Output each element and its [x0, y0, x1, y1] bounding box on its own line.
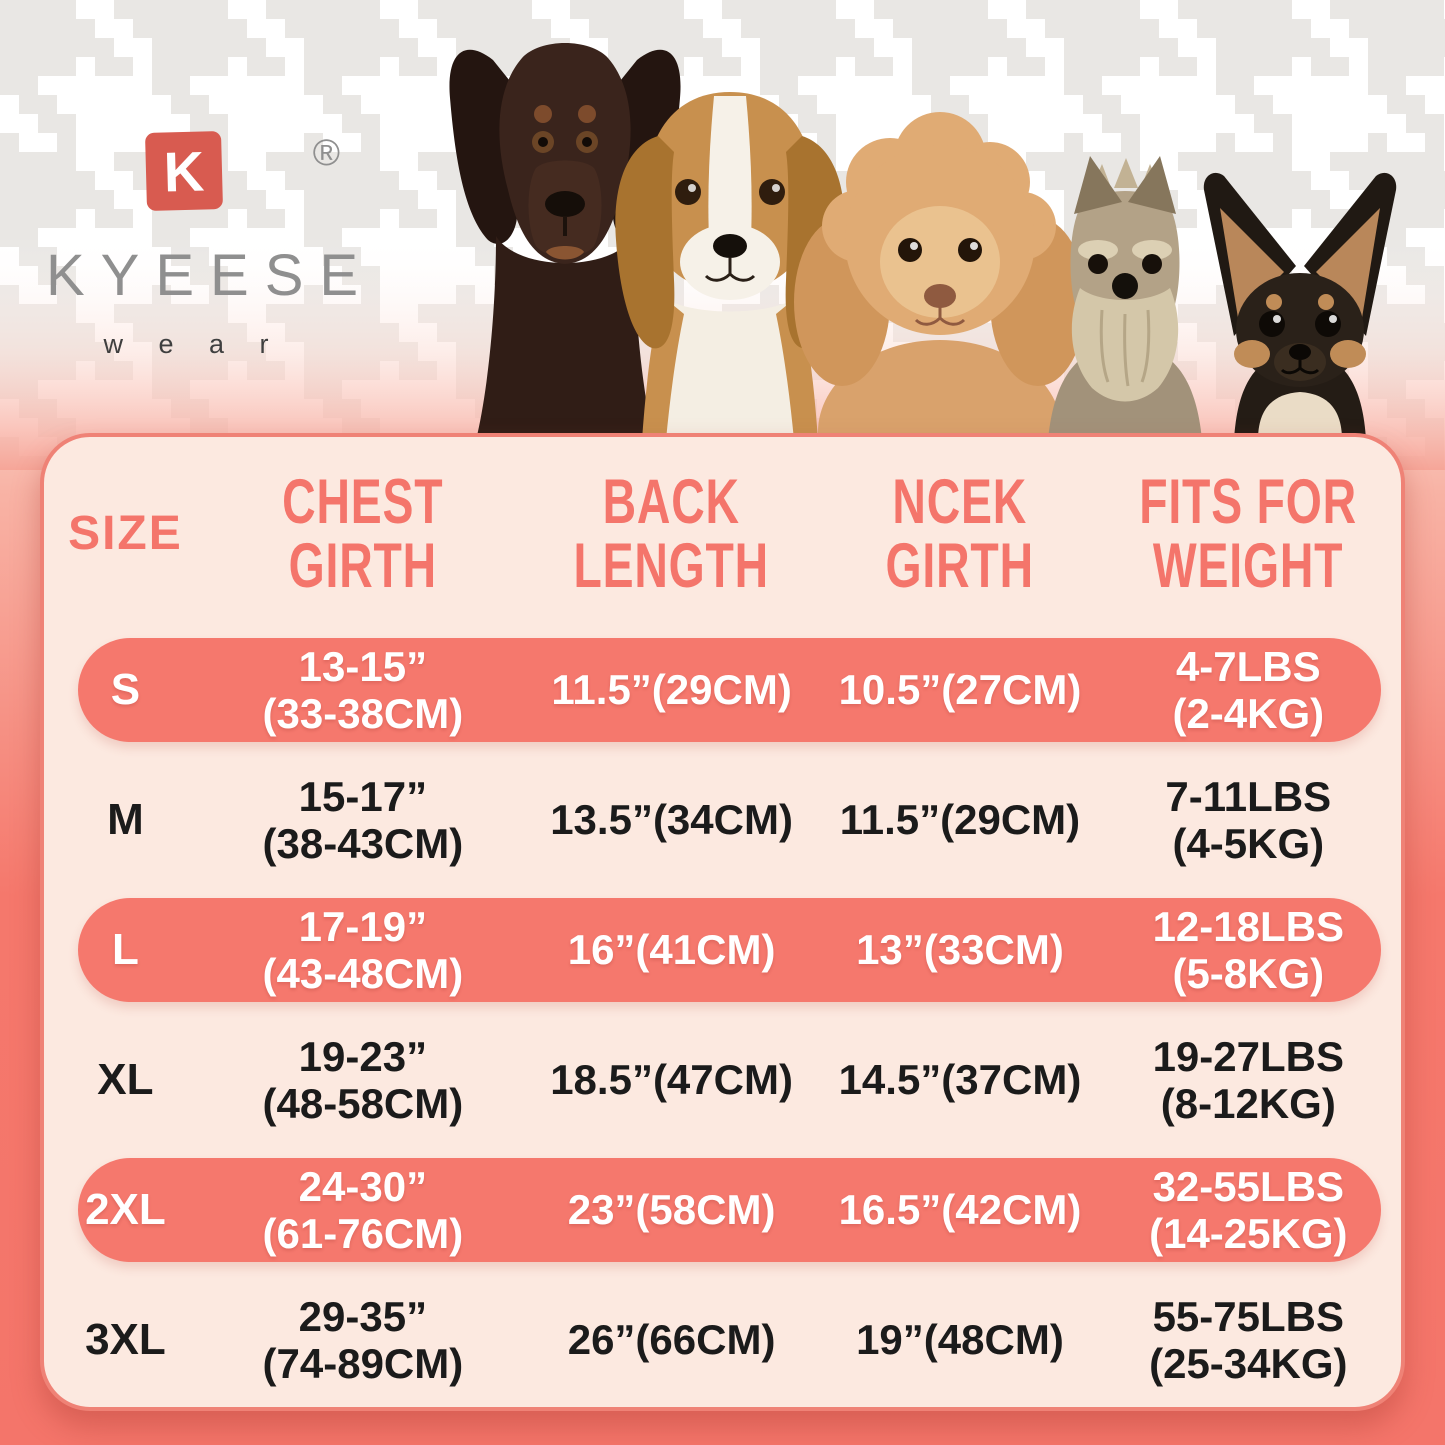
cell-chest-girth: 24-30” (61-76CM)	[262, 1162, 464, 1257]
cell-fits-for-weight: 12-18LBS (5-8KG)	[1152, 902, 1344, 997]
cell-chest-girth: 29-35” (74-89CM)	[262, 1292, 464, 1387]
size-chart-header-row: SIZE CHEST GIRTH BACK LENGTH NCEK GIRTH …	[44, 443, 1401, 625]
cell-fits-for-weight: 55-75LBS (25-34KG)	[1149, 1292, 1348, 1387]
column-header-size: SIZE	[68, 506, 183, 560]
cell-chest-girth: 17-19” (43-48CM)	[262, 902, 464, 997]
column-header-chest-girth: CHEST GIRTH	[282, 466, 444, 601]
size-row-2xl: 2XL 24-30” (61-76CM) 23”(58CM) 16.5”(42C…	[44, 1145, 1401, 1275]
cell-fits-for-weight: 4-7LBS (2-4KG)	[1172, 642, 1325, 737]
column-header-back-length: BACK LENGTH	[573, 466, 770, 601]
cell-fits-for-weight: 7-11LBS (4-5KG)	[1165, 772, 1332, 867]
cell-size: M	[107, 795, 144, 845]
size-row-m: M 15-17” (38-43CM) 13.5”(34CM) 11.5”(29C…	[44, 755, 1401, 885]
cell-size: L	[111, 925, 139, 975]
cell-back-length: 11.5”(29CM)	[551, 666, 792, 714]
size-chart-card: SIZE CHEST GIRTH BACK LENGTH NCEK GIRTH …	[40, 433, 1405, 1411]
brand-name: KYEESE	[46, 243, 375, 308]
brand-tagline: w e a r	[103, 329, 283, 359]
cell-neck-girth: 14.5”(37CM)	[838, 1056, 1082, 1104]
cell-size: S	[110, 665, 141, 715]
cell-back-length: 23”(58CM)	[567, 1186, 776, 1234]
dog-poodle-illustration	[794, 112, 1086, 440]
cell-back-length: 16”(41CM)	[567, 926, 776, 974]
cell-size: XL	[97, 1055, 154, 1105]
size-row-l: L 17-19” (43-48CM) 16”(41CM) 13”(33CM) 1…	[44, 885, 1401, 1015]
brand-logo-mark: K	[144, 131, 224, 211]
cell-back-length: 26”(66CM)	[567, 1316, 776, 1364]
dog-doberman-illustration	[449, 43, 681, 440]
cell-fits-for-weight: 19-27LBS (8-12KG)	[1152, 1032, 1344, 1127]
cell-size: 3XL	[85, 1315, 166, 1365]
cell-chest-girth: 13-15” (33-38CM)	[262, 642, 464, 737]
cell-size: 2XL	[85, 1185, 166, 1235]
dog-chihuahua-illustration	[1203, 172, 1397, 440]
cell-chest-girth: 19-23” (48-58CM)	[262, 1032, 464, 1127]
brand-logo-letter: K	[162, 138, 206, 204]
cell-neck-girth: 13”(33CM)	[856, 926, 1064, 974]
size-row-s: S 13-15” (33-38CM) 11.5”(29CM) 10.5”(27C…	[44, 625, 1401, 755]
size-row-3xl: 3XL 29-35” (74-89CM) 26”(66CM) 19”(48CM)…	[44, 1275, 1401, 1405]
cell-neck-girth: 16.5”(42CM)	[838, 1186, 1082, 1234]
dog-schnauzer-illustration	[1048, 156, 1202, 440]
dog-beagle-illustration	[615, 92, 845, 440]
dogs-illustration	[449, 43, 1397, 440]
column-header-fits-for-weight: FITS FOR WEIGHT	[1139, 466, 1358, 601]
cell-fits-for-weight: 32-55LBS (14-25KG)	[1149, 1162, 1348, 1257]
size-row-xl: XL 19-23” (48-58CM) 18.5”(47CM) 14.5”(37…	[44, 1015, 1401, 1145]
cell-back-length: 18.5”(47CM)	[550, 1056, 793, 1104]
cell-neck-girth: 10.5”(27CM)	[838, 666, 1082, 714]
cell-chest-girth: 15-17” (38-43CM)	[262, 772, 464, 867]
column-header-neck-girth: NCEK GIRTH	[885, 466, 1035, 601]
brand-logo: K ® KYEESE w e a r	[30, 126, 375, 360]
cell-back-length: 13.5”(34CM)	[550, 796, 793, 844]
registered-trademark-symbol: ®	[312, 132, 340, 173]
cell-neck-girth: 19”(48CM)	[856, 1316, 1064, 1364]
cell-neck-girth: 11.5”(29CM)	[839, 796, 1081, 844]
